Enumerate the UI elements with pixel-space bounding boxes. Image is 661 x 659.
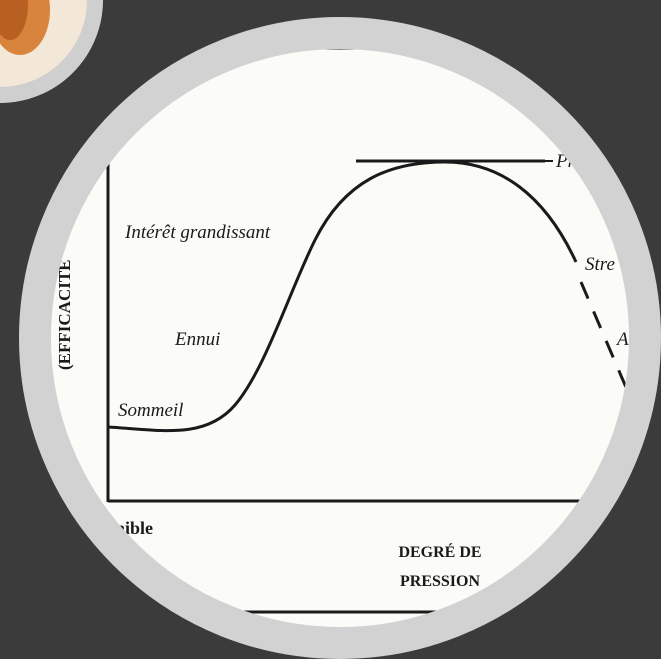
label-boredom: Ennui — [174, 329, 220, 350]
label-sleep: Sommeil — [118, 400, 183, 421]
screen: Pr Intérêt grandissant Stre Ennui A. Som… — [0, 0, 661, 659]
image-disc — [50, 48, 630, 628]
x-axis-title: DEGRÉ DE — [398, 542, 481, 561]
label-stress: Stre — [585, 254, 615, 275]
y-axis-label: (EFFICACITÉ — [55, 259, 74, 370]
x-axis-title: PRESSION — [400, 573, 480, 590]
label-rising: Intérêt grandissant — [124, 222, 271, 243]
